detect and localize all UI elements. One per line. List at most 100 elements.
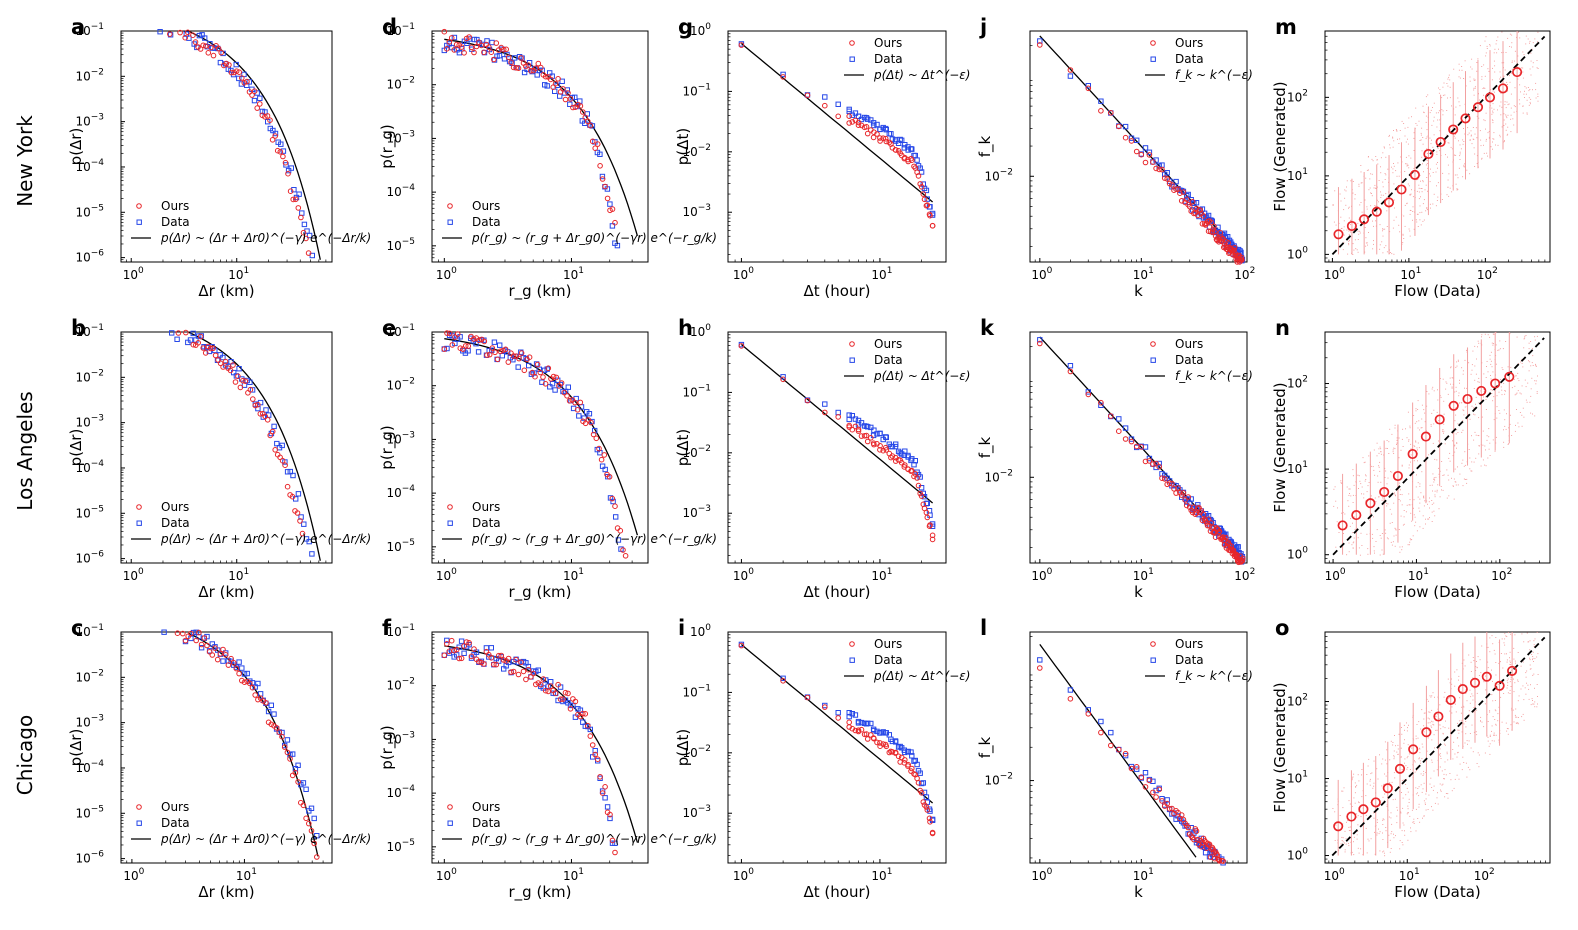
ours-point [236, 670, 242, 677]
flow-sample [1344, 849, 1346, 851]
flow-sample [1450, 146, 1452, 148]
flow-sample [1379, 754, 1380, 756]
flow-sample [1350, 231, 1351, 233]
flow-sample [1442, 726, 1444, 728]
flow-sample [1448, 479, 1450, 481]
flow-sample [1373, 243, 1374, 245]
flow-sample [1507, 682, 1509, 684]
flow-sample [1530, 704, 1532, 706]
x-tick-label: 100 [1031, 266, 1052, 282]
data-point [868, 117, 874, 123]
flow-sample [1341, 482, 1343, 484]
flow-sample [1497, 720, 1499, 722]
data-point [451, 34, 458, 41]
flow-sample [1383, 850, 1385, 852]
ours-point [908, 155, 914, 162]
ours-point [846, 120, 853, 126]
flow-sample [1469, 702, 1471, 704]
flow-sample [1370, 838, 1372, 840]
flow-sample [1510, 366, 1512, 368]
data-point [268, 702, 275, 708]
axes-frame [1029, 631, 1248, 864]
ours-point [272, 133, 279, 139]
x-axis-label: Flow (Data) [1394, 583, 1481, 601]
data-point [917, 770, 923, 776]
flow-sample [1473, 89, 1475, 91]
flow-sample [1514, 682, 1516, 684]
ours-point [1108, 742, 1114, 749]
flow-sample [1413, 415, 1415, 416]
flow-sample [1524, 379, 1526, 381]
flow-sample [1444, 761, 1446, 763]
flow-sample [1343, 220, 1345, 222]
flow-sample [1393, 163, 1394, 164]
flow-sample [1380, 537, 1382, 539]
flow-sample [1404, 758, 1406, 760]
flow-sample [1454, 703, 1456, 705]
flow-sample [1413, 137, 1415, 139]
flow-sample [1437, 167, 1438, 169]
flow-sample [1382, 832, 1383, 834]
flow-sample [1375, 220, 1377, 222]
y-tick-label: 101 [1287, 770, 1308, 786]
flow-sample [1489, 455, 1491, 456]
data-point [599, 173, 606, 180]
flow-sample [1529, 401, 1531, 403]
flow-sample [1510, 131, 1512, 133]
ours-point [535, 60, 542, 67]
flow-sample [1369, 178, 1371, 180]
flow-sample [1458, 76, 1460, 78]
flow-sample [1422, 788, 1424, 790]
flow-sample [1492, 138, 1494, 140]
flow-sample [1459, 153, 1461, 155]
ours-point [846, 719, 853, 726]
ours-point [264, 417, 271, 423]
flow-sample [1423, 497, 1425, 499]
flow-sample [1447, 186, 1449, 188]
flow-sample [1491, 740, 1493, 742]
legend-data-label: Data [161, 215, 190, 229]
flow-sample [1442, 430, 1443, 432]
data-point [911, 758, 917, 764]
flow-sample [1481, 721, 1483, 723]
flow-sample [1346, 180, 1348, 182]
flow-sample [1398, 529, 1400, 530]
data-point [1108, 729, 1114, 736]
data-point [592, 748, 598, 754]
data-point [1134, 766, 1140, 772]
ours-point [1150, 789, 1156, 796]
flow-sample [1494, 450, 1496, 452]
flow-sample [1421, 150, 1423, 152]
flow-sample [1487, 661, 1489, 663]
flow-sample [1447, 142, 1449, 144]
flow-sample [1507, 632, 1509, 634]
ours-point [299, 530, 306, 537]
ours-point [1159, 475, 1165, 482]
flow-sample [1412, 535, 1414, 537]
flow-sample [1490, 363, 1492, 365]
ours-point [525, 666, 532, 673]
x-tick-label: 101 [1408, 567, 1429, 583]
flow-sample [1473, 407, 1475, 409]
data-point [1122, 123, 1129, 130]
ours-point [589, 742, 596, 748]
data-point [295, 491, 302, 497]
ours-point [1185, 824, 1191, 831]
flow-sample [1426, 103, 1427, 105]
flow-sample [1422, 105, 1424, 107]
ours-point [570, 104, 576, 111]
data-point [523, 355, 529, 362]
flow-sample [1471, 470, 1473, 472]
ours-point [448, 35, 455, 41]
data-point [852, 110, 859, 116]
flow-sample [1476, 358, 1477, 360]
flow-sample [1450, 383, 1451, 385]
ours-point [1156, 786, 1162, 793]
ours-point [1225, 240, 1232, 246]
ours-point [929, 223, 936, 229]
flow-sample [1480, 390, 1482, 392]
flow-sample [1469, 139, 1471, 141]
flow-sample [1525, 693, 1527, 695]
flow-sample [1513, 678, 1514, 680]
row-label-new-york: New York [13, 115, 37, 207]
